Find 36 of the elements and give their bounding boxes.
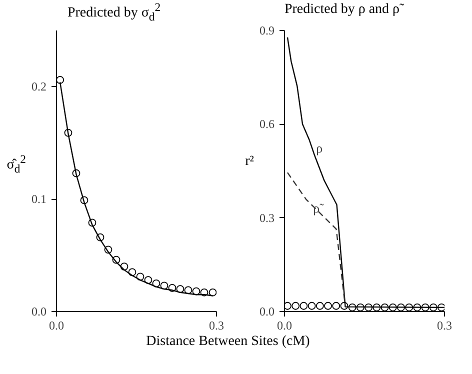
point [64,128,72,137]
y-tick-label: 0.0 [260,304,274,318]
x-tick-label: 0.3 [437,318,452,332]
point [184,286,192,294]
y-tick-label: 0.2 [32,80,46,94]
point [80,196,88,204]
y-tick-label: 0.9 [260,24,274,38]
y-axis-title: r² [245,153,254,171]
line-series [286,172,346,308]
point [136,272,144,281]
point [144,276,152,284]
x-tick-label: 0.0 [277,318,292,332]
series-label: ρ̃ [313,200,325,216]
x-tick-label: 0.0 [49,318,64,332]
point [56,76,64,84]
series-label: ρ [316,140,323,156]
point [72,169,80,178]
point [120,262,128,270]
point [168,284,176,292]
y-tick-label: 0.6 [260,117,274,132]
point [128,268,136,276]
point [160,282,168,290]
x-axis-title: Distance Between Sites (cM) [146,333,310,351]
point [192,287,200,296]
point [208,288,216,296]
point [152,279,160,288]
y-tick-label: 0.3 [260,210,274,225]
point [88,218,96,227]
point [200,288,208,296]
point [104,246,112,254]
point [176,285,184,293]
y-tick-label: 0.0 [32,304,46,318]
point [96,233,104,242]
point [112,256,120,264]
x-tick-label: 0.3 [209,318,224,332]
y-tick-label: 0.1 [32,192,46,206]
